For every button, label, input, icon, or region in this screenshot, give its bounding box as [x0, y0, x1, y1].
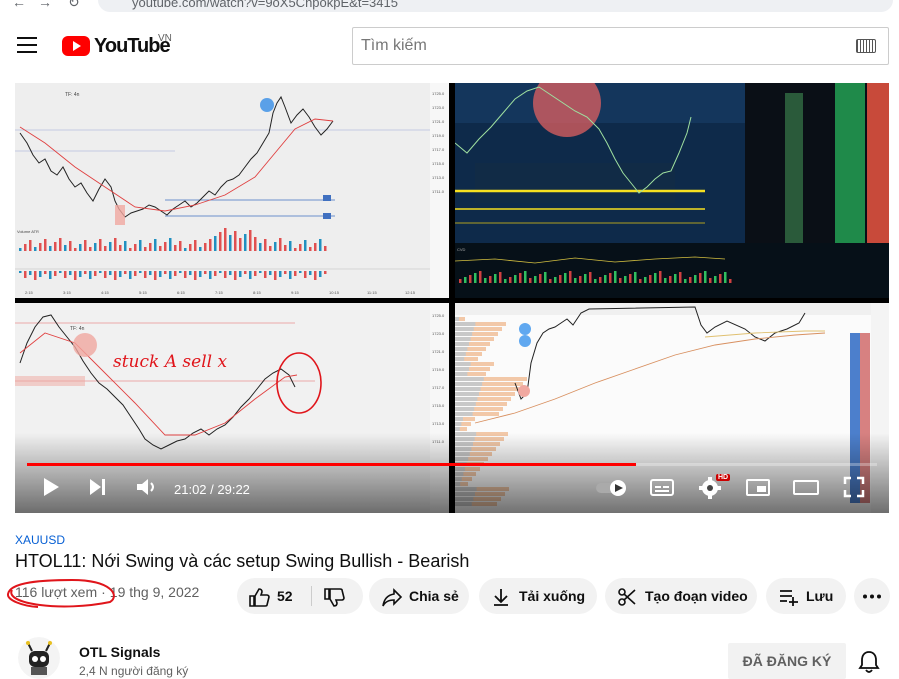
price-tick: 1725.0: [432, 313, 445, 318]
price-tick: 1721.0: [432, 119, 445, 124]
save-button[interactable]: Lưu: [766, 578, 846, 614]
share-button[interactable]: Chia sẻ: [369, 578, 469, 614]
share-label: Chia sẻ: [409, 588, 459, 604]
more-actions-button[interactable]: [854, 578, 890, 614]
price-tick: 1717.0: [432, 147, 445, 152]
back-arrow-icon[interactable]: ←: [12, 0, 26, 10]
thumb-down-icon[interactable]: [323, 587, 345, 607]
time-tick: 9:15: [291, 290, 300, 295]
next-icon[interactable]: [88, 475, 108, 503]
time-tick: 2:15: [25, 290, 34, 295]
download-icon: [494, 589, 508, 606]
channel-name[interactable]: OTL Signals: [79, 644, 161, 660]
time-tick: 12:15: [405, 290, 416, 295]
reload-icon[interactable]: ↻: [68, 0, 80, 10]
country-code: VN: [158, 33, 172, 44]
progress-played: [27, 463, 636, 466]
price-tick: 1715.0: [432, 403, 445, 408]
time-tick: 4:15: [101, 290, 110, 295]
download-label: Tải xuống: [519, 588, 586, 604]
upload-date: 19 thg 9, 2022: [109, 584, 200, 600]
masthead: YouTube VN: [0, 14, 899, 76]
price-tick: 1717.0: [432, 385, 445, 390]
subtitles-icon[interactable]: [649, 475, 675, 503]
channel-avatar[interactable]: [18, 637, 60, 679]
youtube-play-logo-icon: [62, 36, 90, 56]
share-arrow-icon: [382, 588, 403, 607]
handwritten-annotation: stuck A sell x: [113, 352, 227, 372]
address-bar[interactable]: [98, 0, 893, 12]
youtube-logo[interactable]: YouTube VN: [62, 33, 172, 59]
price-tick: 1715.0: [432, 161, 445, 166]
robot-avatar-icon: [18, 637, 60, 679]
progress-bar[interactable]: [27, 463, 877, 466]
price-tick: 1725.0: [432, 91, 445, 96]
price-tick: 1719.0: [432, 133, 445, 138]
price-tick: 1711.0: [432, 189, 445, 194]
price-tick: 1713.0: [432, 175, 445, 180]
play-icon[interactable]: [41, 475, 61, 503]
video-player[interactable]: TF: 4n Volume ATR 1725.0 1723.0 1721.0 1719…: [15, 83, 889, 513]
price-tick: 1723.0: [432, 331, 445, 336]
video-title: HTOL11: Nới Swing và các setup Swing Bul…: [15, 551, 470, 571]
search-box[interactable]: [352, 27, 889, 65]
time-tick: 10:15: [329, 290, 340, 295]
handwritten-circle-annotation: [7, 578, 115, 608]
miniplayer-icon[interactable]: [745, 475, 771, 503]
svg-text:CVD: CVD: [457, 247, 466, 252]
like-dislike-group: 52: [237, 578, 363, 614]
notification-bell-icon[interactable]: [858, 650, 880, 674]
time-tick: 6:15: [177, 290, 186, 295]
subscriber-count: 2,4 N người đăng ký: [79, 664, 189, 678]
download-button[interactable]: Tải xuống: [479, 578, 597, 614]
url-text[interactable]: youtube.com/watch?v=9oX5ChpokpE&t=3415: [132, 0, 398, 10]
volume-icon[interactable]: [135, 475, 159, 503]
forward-arrow-icon[interactable]: →: [38, 0, 52, 10]
chart-pane-top-right: CVD: [455, 83, 889, 298]
fullscreen-icon[interactable]: [842, 475, 866, 503]
time-tick: 5:15: [139, 290, 148, 295]
save-label: Lưu: [806, 588, 834, 604]
price-tick: 1721.0: [432, 349, 445, 354]
logo-text: YouTube: [94, 35, 171, 57]
browser-toolbar: ← → ↻ youtube.com/watch?v=9oX5ChpokpE&t=…: [0, 0, 899, 14]
hd-badge: HD: [716, 474, 731, 481]
time-tick: 8:15: [253, 290, 262, 295]
theater-mode-icon[interactable]: [792, 475, 820, 503]
autoplay-toggle[interactable]: [594, 475, 630, 503]
scissors-icon: [618, 588, 636, 606]
time-display: 21:02 / 29:22: [174, 482, 250, 497]
timeframe-label: TF: 4n: [65, 92, 80, 98]
player-controls-gradient: [15, 433, 889, 513]
time-tick: 11:15: [367, 290, 377, 295]
search-input[interactable]: [359, 36, 843, 56]
chart-pane-top-left: TF: 4n Volume ATR 1725.0 1723.0 1721.0 1719…: [15, 83, 449, 298]
subscribed-button[interactable]: ĐÃ ĐĂNG KÝ: [728, 643, 846, 679]
view-count: 116 lượt xem: [15, 584, 98, 600]
hashtag-link[interactable]: XAUUSD: [15, 533, 66, 547]
price-tick: 1713.0: [432, 421, 445, 426]
time-tick: 7:15: [215, 290, 224, 295]
thumb-up-icon[interactable]: [248, 587, 270, 607]
playlist-add-icon: [780, 590, 798, 606]
clip-label: Tạo đoạn video: [645, 588, 748, 604]
settings-gear-icon[interactable]: [698, 475, 722, 503]
hamburger-menu-icon[interactable]: [17, 37, 37, 53]
more-horizontal-icon: [863, 594, 881, 599]
price-tick: 1719.0: [432, 367, 445, 372]
clip-button[interactable]: Tạo đoạn video: [605, 578, 757, 614]
svg-text:Volume ATR: Volume ATR: [17, 229, 39, 234]
time-tick: 3:15: [63, 290, 72, 295]
timeframe-label-2: TF: 4n: [70, 326, 85, 332]
video-meta: 116 lượt xem · 19 thg 9, 2022: [15, 584, 200, 600]
keyboard-icon[interactable]: [856, 39, 876, 53]
like-count[interactable]: 52: [277, 588, 293, 604]
price-tick: 1723.0: [432, 105, 445, 110]
